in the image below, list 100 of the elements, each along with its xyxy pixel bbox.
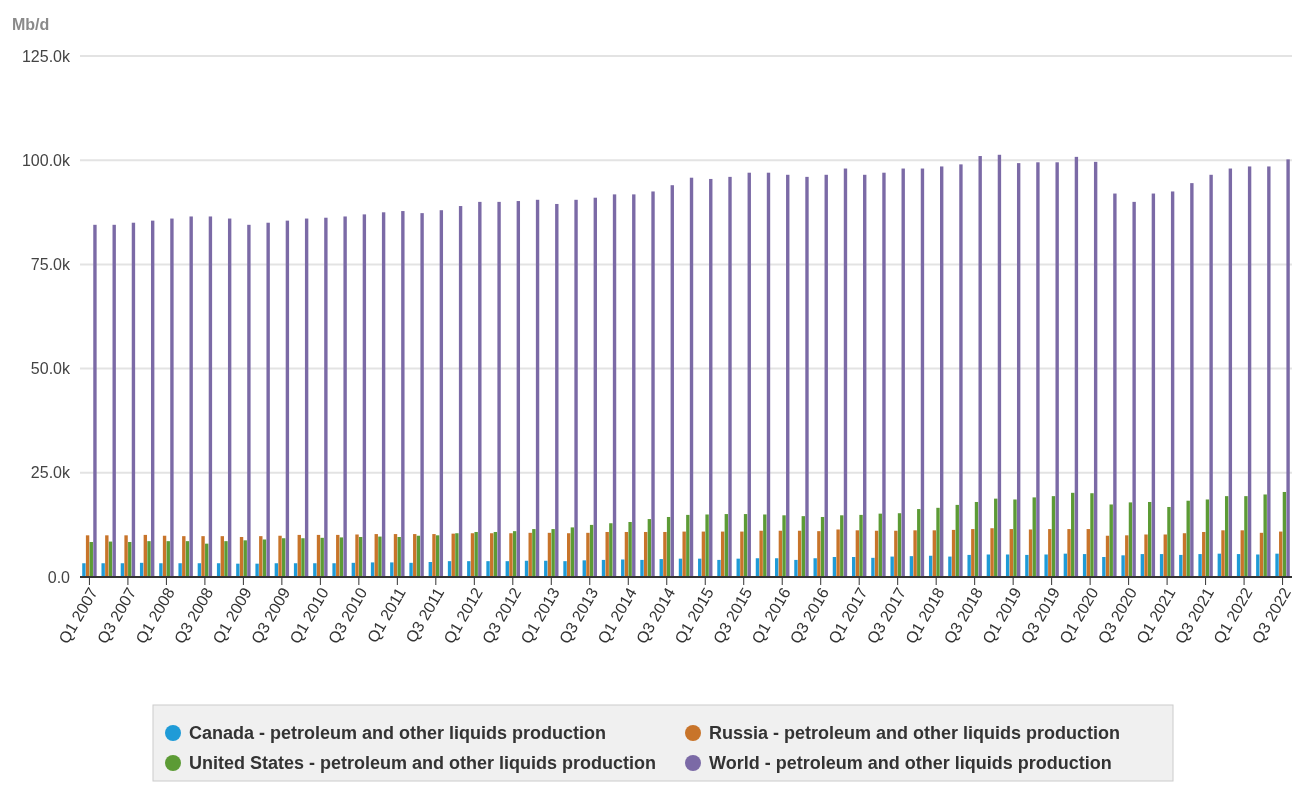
bar: [782, 515, 786, 577]
bar: [682, 531, 686, 577]
bar: [640, 559, 644, 577]
bar: [705, 514, 709, 577]
bar: [663, 531, 667, 577]
bar: [478, 201, 482, 577]
bar: [486, 561, 490, 577]
bar: [794, 559, 798, 577]
bar: [1067, 529, 1071, 577]
bar: [278, 535, 282, 577]
bar: [1025, 554, 1029, 577]
bar: [967, 554, 971, 577]
bar: [978, 156, 982, 577]
bar: [990, 528, 994, 577]
bar: [728, 176, 732, 577]
bar: [401, 211, 405, 577]
bar: [1244, 496, 1248, 577]
bar: [105, 535, 109, 577]
bar: [890, 556, 894, 577]
bar: [871, 557, 875, 577]
bar: [586, 532, 590, 577]
bar: [1267, 166, 1271, 577]
bar: [189, 216, 193, 577]
bar: [170, 218, 174, 577]
bar: [609, 523, 613, 577]
bar: [432, 534, 436, 577]
bar: [1275, 553, 1279, 577]
y-tick-label: 75.0k: [30, 256, 71, 273]
bar: [551, 529, 555, 577]
bar: [224, 541, 228, 577]
bar: [628, 521, 632, 577]
bar: [563, 561, 567, 577]
bar: [474, 531, 478, 577]
bar: [509, 533, 513, 577]
legend-label: United States - petroleum and other liquids production: [189, 753, 657, 774]
bar: [390, 562, 394, 577]
bar: [532, 529, 536, 577]
bar: [497, 201, 501, 577]
bar: [313, 563, 317, 577]
legend-label: Canada - petroleum and other liquids production: [189, 723, 607, 744]
bar: [948, 556, 952, 577]
bar: [971, 529, 975, 577]
bar: [266, 222, 270, 577]
bar: [1209, 174, 1213, 577]
bar: [201, 536, 205, 577]
bar: [455, 533, 459, 577]
bar: [1179, 554, 1183, 577]
bar: [101, 563, 105, 577]
bar: [817, 531, 821, 577]
y-tick-label: 125.0k: [21, 47, 71, 65]
bar: [1263, 494, 1267, 577]
bar: [759, 530, 763, 577]
bar: [82, 563, 86, 577]
bar: [605, 531, 609, 577]
y-tick-label: 0.0: [47, 568, 71, 586]
bar: [178, 563, 182, 577]
bar: [409, 562, 413, 577]
bar: [147, 541, 151, 577]
bar: [1221, 530, 1225, 577]
bar: [717, 559, 721, 577]
bar: [397, 536, 401, 577]
bar: [1013, 499, 1017, 577]
y-tick-label: 25.0k: [30, 464, 71, 482]
bar: [805, 176, 809, 577]
bar: [124, 535, 128, 577]
bar: [93, 224, 97, 577]
bar: [301, 538, 305, 577]
bar: [343, 216, 347, 577]
bar: [159, 563, 163, 577]
bar: [236, 563, 240, 577]
bar: [936, 507, 940, 577]
bar: [686, 514, 690, 577]
y-tick-label: 100.0k: [21, 151, 71, 169]
bar: [1144, 534, 1148, 577]
bar: [740, 531, 744, 577]
bar: [1186, 500, 1190, 577]
bar: [247, 224, 251, 577]
bar: [913, 530, 917, 577]
bar: [1132, 201, 1136, 577]
bar: [420, 213, 424, 577]
bar: [555, 203, 559, 577]
bar: [1102, 556, 1106, 577]
y-tick-label: 50.0k: [30, 360, 71, 378]
bar: [1167, 506, 1171, 577]
legend-label: Russia - petroleum and other liquids production: [709, 723, 1121, 744]
bar: [763, 514, 767, 577]
bar: [378, 536, 382, 577]
bar: [1190, 183, 1194, 577]
bar: [836, 529, 840, 577]
bar: [1256, 554, 1260, 577]
bar: [1036, 162, 1040, 577]
bar: [574, 199, 578, 577]
bar: [324, 217, 328, 577]
bar: [1055, 162, 1059, 577]
bar: [255, 563, 259, 577]
bar: [813, 558, 817, 577]
bar: [1198, 554, 1202, 577]
bar: [1044, 554, 1048, 577]
bar: [882, 172, 886, 577]
bar: [355, 534, 359, 577]
